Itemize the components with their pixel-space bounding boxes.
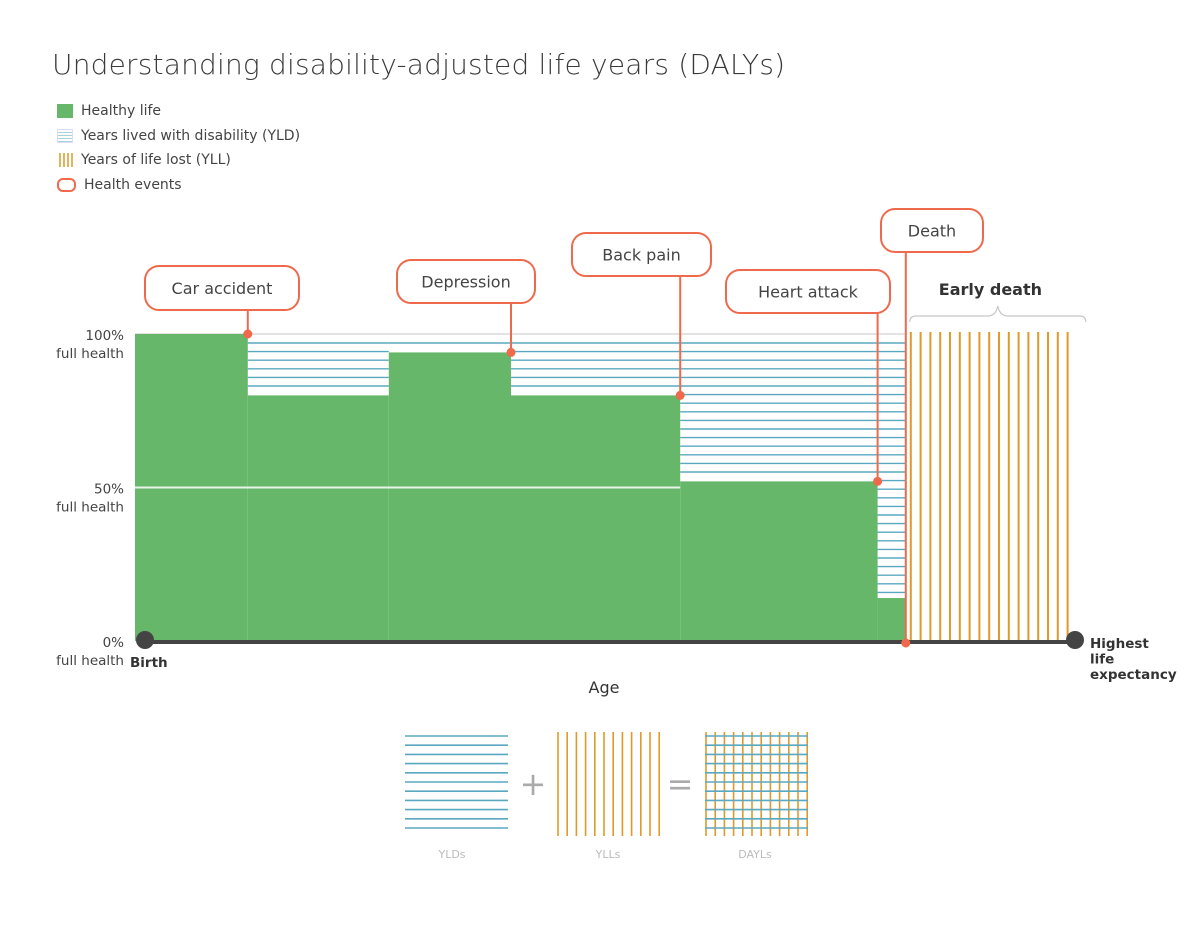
yld-hatch (247, 342, 389, 387)
healthy-swatch-icon (57, 104, 73, 119)
life-expectancy-label: Highest (1090, 636, 1149, 652)
event-label: Depression (421, 273, 510, 292)
life-expectancy-marker-icon (1066, 631, 1084, 649)
early-death-brace (909, 305, 1087, 323)
event-label: Back pain (602, 246, 680, 265)
event-callout-heart-attack: Heart attack (725, 269, 891, 486)
yll-sample (557, 732, 661, 836)
yld-swatch-icon (57, 128, 73, 143)
event-point-icon (873, 476, 883, 486)
event-swatch-icon (57, 177, 76, 192)
event-callout-depression: Depression (396, 259, 536, 357)
legend-item-yld: Years lived with disability (YLD) (57, 124, 300, 149)
y-tick-label: 50% (94, 482, 124, 498)
legend-label: Years lived with disability (YLD) (81, 127, 301, 144)
healthy-area (877, 598, 906, 641)
plus-sign: + (520, 765, 547, 803)
event-label: Death (908, 222, 956, 241)
legend: Healthy life Years lived with disability… (57, 99, 300, 197)
legend-label: Health events (84, 176, 182, 193)
daly-sample-label: DAYLs (738, 848, 772, 861)
equals-sign: = (667, 765, 694, 803)
legend-item-events: Health events (57, 173, 300, 198)
y-tick-label: full health (56, 653, 124, 669)
event-box (396, 259, 536, 304)
yld-sample-label: YLDs (437, 848, 465, 861)
event-box (571, 232, 712, 277)
y-tick-label: full health (56, 346, 124, 362)
x-axis-label: Age (589, 678, 620, 697)
yll-swatch-icon (57, 153, 73, 168)
event-label: Car accident (172, 279, 273, 298)
healthy-area (511, 395, 681, 641)
yld-hatch (877, 342, 906, 594)
legend-item-healthy: Healthy life (57, 99, 300, 124)
healthy-area (247, 395, 389, 641)
event-box (144, 265, 300, 311)
event-label: Heart attack (758, 283, 859, 302)
legend-label: Years of life lost (YLL) (81, 152, 231, 169)
event-callout-back-pain: Back pain (571, 232, 712, 400)
page-title: Understanding disability-adjusted life y… (52, 48, 786, 81)
event-point-icon (675, 390, 685, 400)
birth-marker-icon (136, 631, 154, 649)
yll-hatch (909, 332, 1069, 641)
event-point-icon (901, 638, 911, 648)
event-box (725, 269, 891, 314)
y-tick-label: 100% (85, 328, 124, 344)
yld-hatch (680, 342, 878, 473)
yll-sample-label: YLLs (595, 848, 621, 861)
life-expectancy-label: expectancy (1090, 667, 1177, 683)
event-box (880, 208, 984, 253)
y-tick-label: full health (56, 500, 124, 516)
life-expectancy-label: life (1090, 652, 1114, 668)
event-callout-death: Death (880, 208, 984, 648)
healthy-area (680, 481, 878, 641)
birth-label: Birth (130, 655, 168, 671)
yld-hatch (511, 342, 681, 387)
legend-item-yll: Years of life lost (YLL) (57, 148, 300, 173)
event-point-icon (243, 329, 253, 339)
legend-label: Healthy life (81, 103, 162, 120)
healthy-area (388, 352, 511, 641)
event-point-icon (506, 347, 516, 357)
early-death-label: Early death (939, 280, 1042, 299)
yld-sample (405, 735, 508, 829)
y-tick-label: 0% (103, 635, 125, 651)
event-callout-car-accident: Car accident (144, 265, 300, 339)
daly-sample (705, 732, 809, 836)
